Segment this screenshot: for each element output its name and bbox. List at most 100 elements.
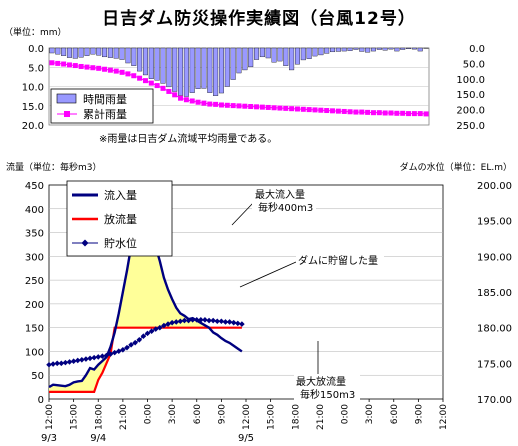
water-level-point: [152, 326, 159, 332]
storage-area: [49, 208, 210, 392]
peak-inflow-label-bg: [252, 186, 316, 214]
cumulative-rain-point: [119, 69, 125, 75]
hourly-rain-bar: [125, 47, 131, 64]
hourly-rain-bar: [201, 47, 207, 89]
peak-outflow-label-bg: [294, 374, 360, 402]
hourly-rain-bar: [271, 47, 277, 63]
water-level-point: [136, 336, 143, 343]
water-level-point: [226, 319, 233, 325]
level-right-tick-label: 175.00: [477, 359, 512, 370]
cumulative-rain-point: [411, 111, 417, 117]
hourly-rain-bar: [236, 47, 242, 74]
cumulative-rain-point: [265, 104, 271, 110]
hourly-rain-bar: [224, 47, 230, 87]
water-level-point: [95, 354, 102, 360]
cumulative-rain-point: [254, 104, 260, 110]
water-level-point: [132, 339, 138, 346]
cumulative-rain-point: [359, 109, 365, 115]
flow-x-tick-label: 12:00: [439, 404, 449, 430]
water-level-point: [144, 330, 151, 337]
storage-annotation: ダムに貯留した量: [239, 253, 384, 288]
water-level-point: [120, 346, 126, 353]
hourly-rain-bar: [166, 47, 172, 88]
cumulative-rain-point: [207, 101, 213, 107]
hourly-rain-bar: [417, 47, 423, 52]
cumulative-rain-point: [277, 105, 283, 111]
cumulative-rain-legend-label: 累計雨量: [83, 107, 127, 121]
hourly-rain-bar: [49, 47, 55, 54]
hourly-rain-legend-label: 時間雨量: [83, 93, 127, 106]
cumulative-rain-point: [248, 104, 254, 110]
storage-label-bg: [296, 253, 384, 267]
hourly-rain-bar: [119, 47, 125, 60]
water-level-point: [189, 317, 196, 323]
level-right-tick-label: 180.00: [477, 324, 512, 335]
hourly-rain-bar: [90, 47, 96, 55]
cumulative-rain-point: [201, 100, 207, 106]
cumulative-rain-point: [183, 97, 189, 103]
level-right-tick-label: 185.00: [477, 288, 512, 299]
cumulative-rain-point: [154, 83, 160, 89]
water-level-point: [222, 319, 229, 325]
hourly-rain-legend-swatch: [56, 93, 77, 104]
hourly-rain-bar: [277, 47, 283, 62]
hourly-rain-bar: [248, 47, 254, 68]
cumulative-rain-point: [172, 92, 178, 98]
cumulative-rain-point: [72, 63, 78, 69]
hourly-rain-bar: [306, 47, 312, 59]
water-level-point: [54, 360, 61, 367]
flow-gridlines: [49, 208, 443, 376]
hourly-rain-bar: [160, 47, 166, 84]
cumulative-rain-point: [318, 107, 324, 113]
hourly-rain-bar: [213, 47, 219, 96]
hourly-rain-bar: [312, 47, 318, 57]
rain-right-tick-label: 100.0: [456, 75, 485, 86]
flow-left-tick-label: 350: [25, 229, 44, 240]
cumulative-rain-point: [400, 110, 406, 116]
cumulative-rain-point: [341, 108, 347, 114]
hourly-rain-bar: [189, 47, 195, 93]
hourly-rain-bar: [66, 47, 72, 58]
cumulative-rain-point: [382, 110, 388, 116]
cumulative-rain-point: [330, 108, 336, 114]
flow-x-tick-label: 18:00: [291, 404, 301, 430]
cumulative-rain-point: [166, 88, 172, 94]
hourly-rain-bar: [72, 47, 78, 59]
water-level-point: [173, 319, 180, 325]
hourly-rain-bar: [178, 47, 184, 96]
hourly-rain-bar: [283, 47, 289, 66]
hourly-rain-bar: [394, 47, 400, 52]
peak-outflow-annotation: 最大放流量 毎秒150m3: [294, 341, 360, 402]
water-level-point: [83, 356, 89, 362]
cumulative-rain-point: [49, 60, 55, 66]
cumulative-rain-point: [300, 106, 306, 112]
water-level-point: [214, 318, 221, 325]
flow-x-tick-label: 21:00: [316, 404, 326, 430]
cumulative-rain-markers: [49, 60, 429, 117]
hourly-rain-bar: [347, 47, 353, 51]
flow-left-tick-label: 300: [25, 252, 44, 263]
rain-right-tick-labels: 0.0 50.0 100.0 150.0 200.0 250.0: [456, 44, 485, 132]
cumulative-rain-point: [102, 66, 108, 72]
hourly-rain-bar: [113, 47, 119, 59]
level-right-tick-label: 195.00: [477, 217, 512, 228]
cumulative-rain-point: [213, 101, 219, 107]
hourly-rain-bar: [365, 47, 371, 53]
flow-x-date-label: 9/3: [41, 433, 57, 444]
water-level-point: [181, 317, 188, 324]
hourly-rain-bar: [137, 47, 143, 72]
cumulative-rain-point: [195, 99, 201, 105]
cumulative-rain-point: [61, 61, 67, 67]
cumulative-rain-point: [271, 105, 277, 111]
flow-x-tick-label: 0:00: [341, 404, 351, 424]
cumulative-rain-point: [142, 78, 148, 84]
cumulative-rain-point: [376, 110, 382, 116]
hourly-rain-bar: [172, 47, 178, 92]
hourly-rain-bar: [318, 47, 324, 56]
flow-x-tick-label: 6:00: [390, 404, 400, 424]
water-level-point: [79, 356, 85, 363]
rain-bars: [49, 47, 429, 97]
hourly-rain-bar: [330, 47, 336, 53]
peak-inflow-label-line2: 毎秒400m3: [258, 201, 313, 214]
